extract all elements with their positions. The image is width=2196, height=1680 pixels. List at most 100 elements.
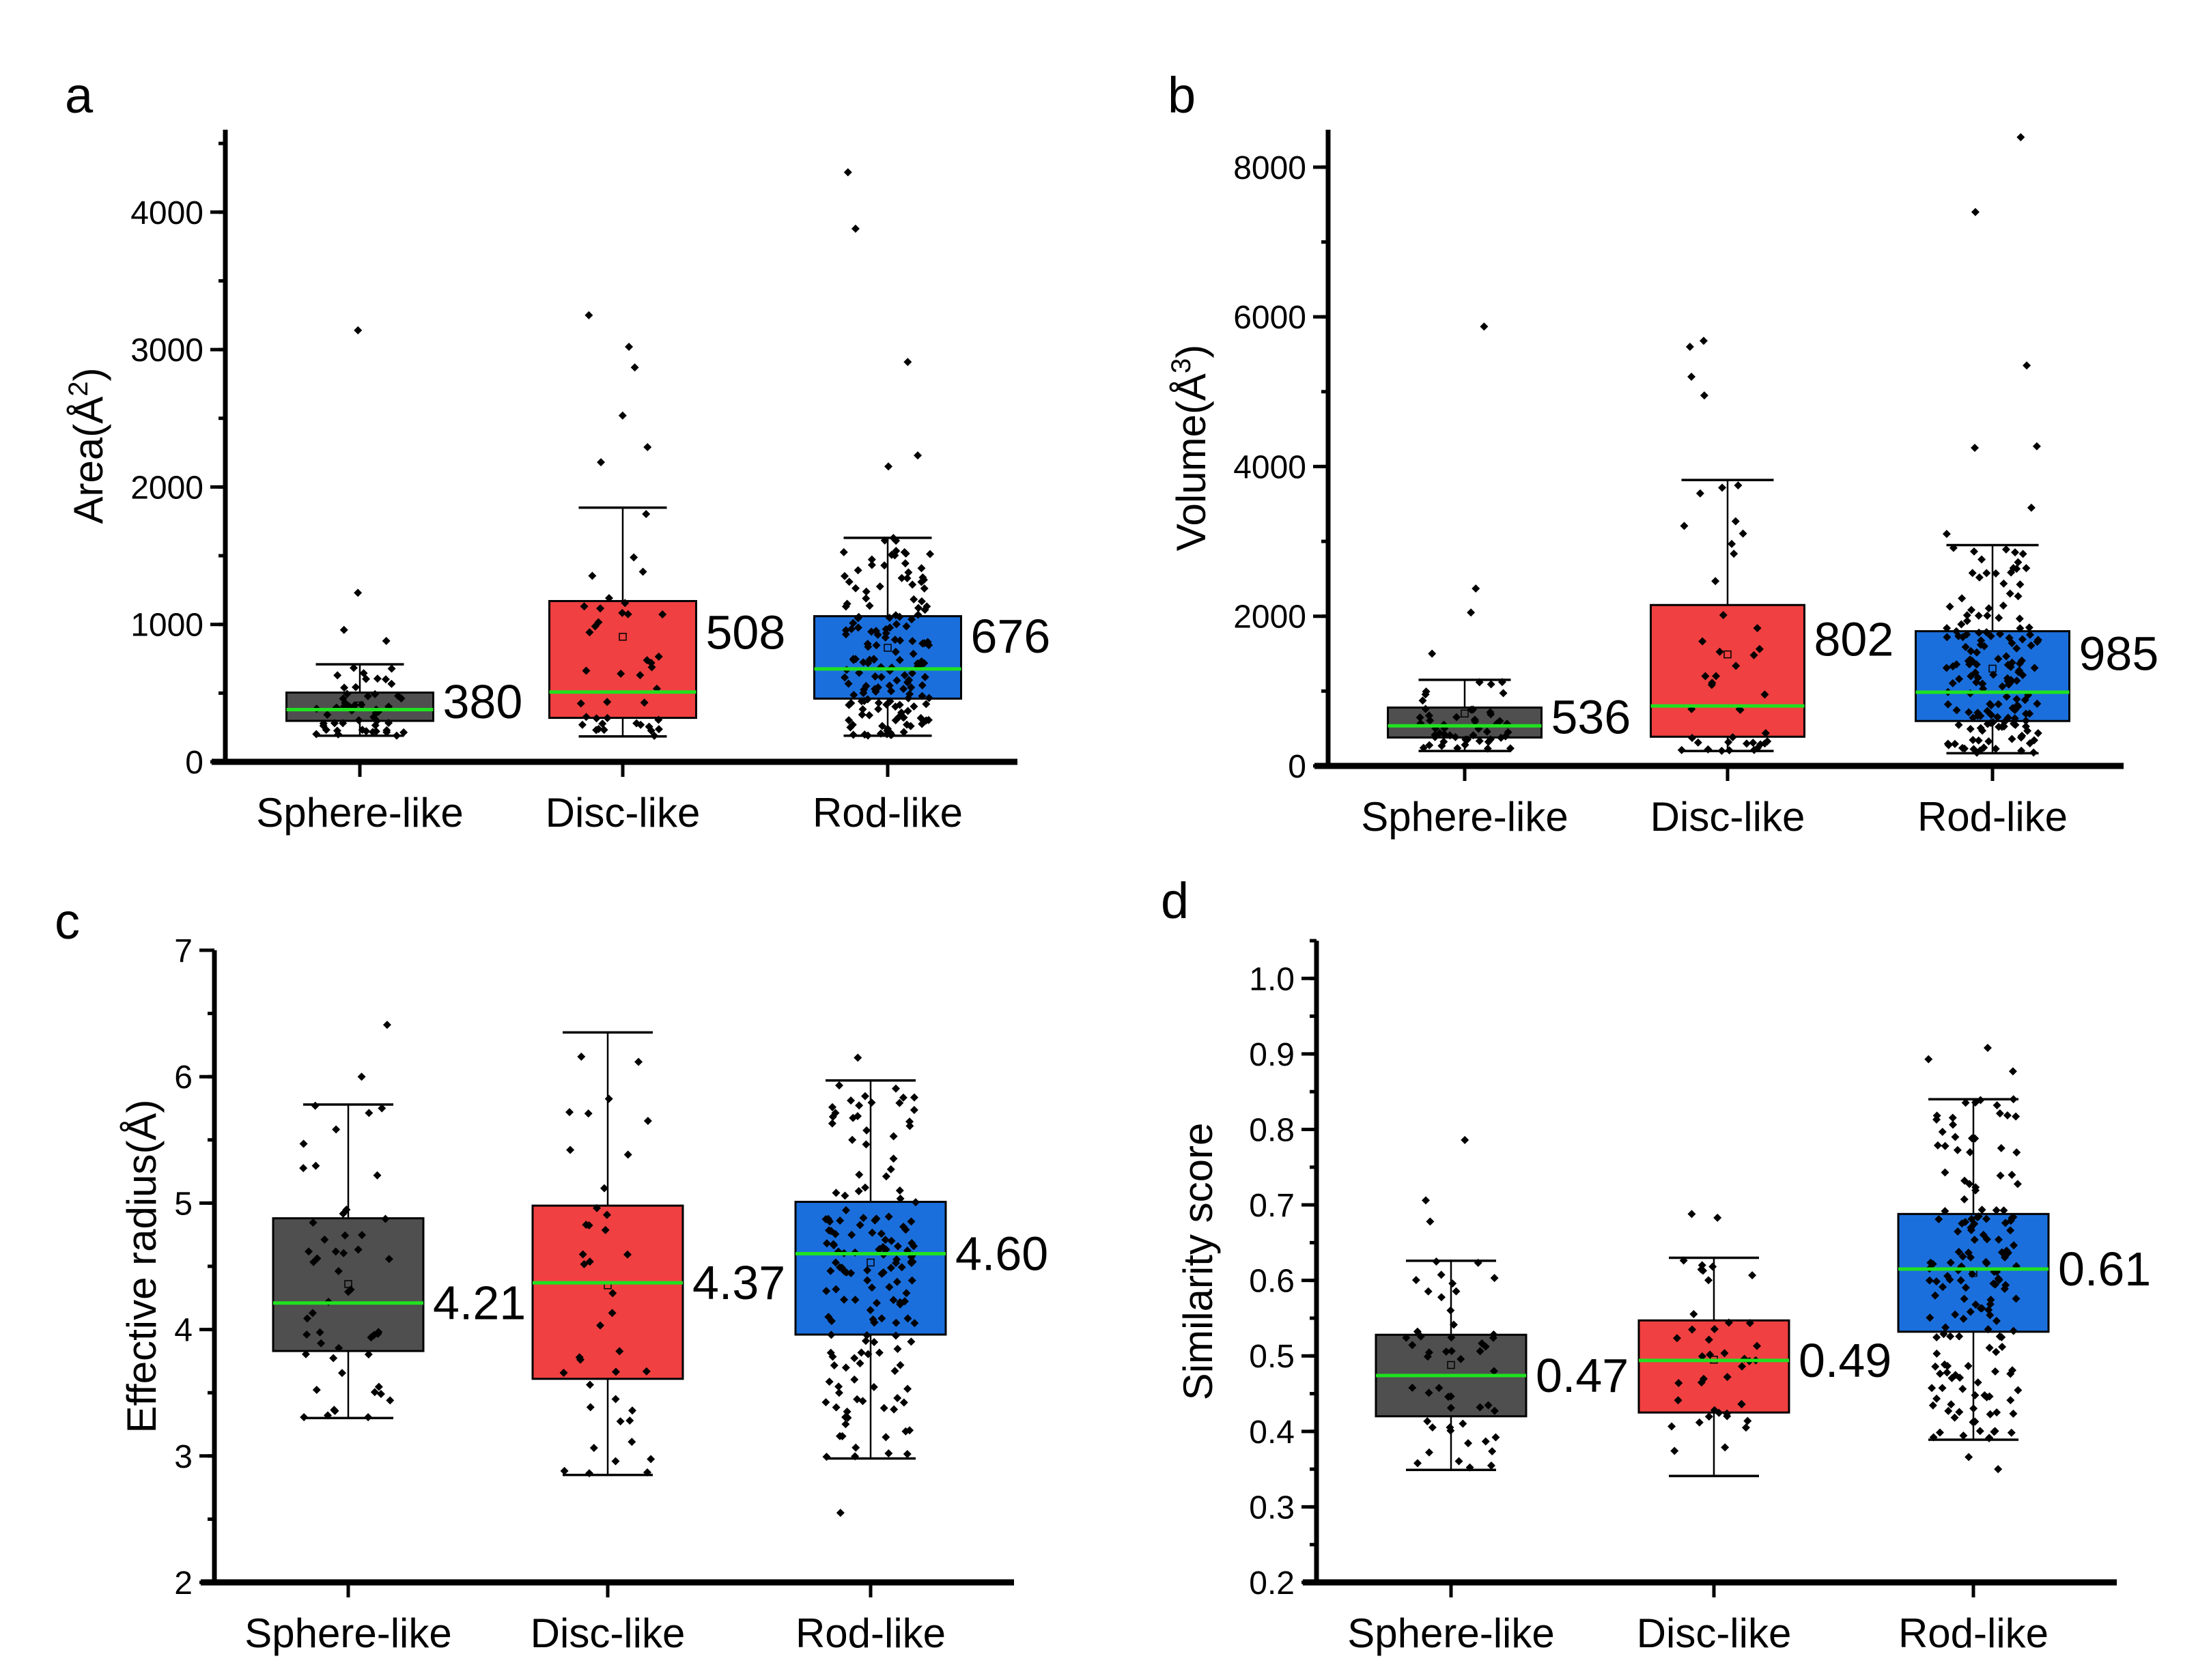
median-value-label: 802 bbox=[1814, 613, 1894, 666]
x-category-label: Disc-like bbox=[1650, 794, 1805, 840]
data-point bbox=[1990, 1367, 1999, 1376]
data-point bbox=[1452, 713, 1461, 722]
data-point bbox=[349, 664, 358, 672]
data-point bbox=[382, 1021, 391, 1029]
data-point bbox=[365, 1109, 374, 1117]
data-point bbox=[302, 1330, 311, 1339]
data-point bbox=[856, 1359, 864, 1368]
data-point bbox=[354, 326, 363, 334]
data-point bbox=[905, 689, 914, 698]
data-point bbox=[920, 672, 929, 681]
data-point bbox=[1724, 738, 1733, 747]
data-point bbox=[886, 1264, 895, 1272]
data-point bbox=[300, 1412, 309, 1421]
data-point bbox=[1959, 1432, 1968, 1440]
data-point bbox=[1995, 614, 2003, 623]
data-point bbox=[1985, 1434, 1994, 1442]
data-point bbox=[604, 1094, 613, 1103]
data-point bbox=[872, 1298, 881, 1307]
data-point bbox=[1731, 517, 1740, 526]
data-point bbox=[1926, 1313, 1934, 1322]
data-point bbox=[909, 649, 918, 658]
data-point bbox=[893, 1393, 902, 1402]
data-point bbox=[308, 1309, 317, 1318]
data-point bbox=[1749, 651, 1758, 659]
y-tick-label: 0.7 bbox=[1249, 1188, 1295, 1224]
data-point bbox=[312, 730, 321, 739]
data-point bbox=[585, 1380, 594, 1389]
data-point bbox=[2025, 630, 2034, 639]
data-point bbox=[1960, 1294, 1969, 1303]
data-point bbox=[647, 1455, 656, 1464]
data-point bbox=[2015, 614, 2024, 623]
data-point bbox=[889, 1296, 898, 1305]
data-point bbox=[2000, 1284, 2009, 1293]
y-tick-label: 0 bbox=[1288, 749, 1306, 785]
data-point bbox=[920, 584, 929, 593]
data-point bbox=[1980, 743, 1988, 752]
x-category-label: Rod-like bbox=[1917, 794, 2068, 840]
data-point bbox=[1738, 1362, 1747, 1371]
data-point bbox=[371, 689, 380, 698]
data-point bbox=[1753, 1341, 1762, 1350]
y-axis-title: Volume(Å3) bbox=[1166, 345, 1214, 551]
data-point bbox=[923, 602, 931, 611]
data-point bbox=[596, 1321, 605, 1330]
data-point bbox=[592, 714, 601, 723]
data-point bbox=[868, 1228, 877, 1237]
data-point bbox=[1475, 737, 1484, 745]
data-point bbox=[1961, 1283, 1970, 1292]
data-point bbox=[630, 553, 638, 562]
data-point bbox=[343, 689, 352, 698]
data-point bbox=[1932, 1111, 1941, 1120]
data-point bbox=[841, 1206, 850, 1214]
data-point bbox=[882, 629, 890, 638]
data-point bbox=[892, 1084, 901, 1093]
data-point bbox=[882, 1433, 890, 1442]
data-point bbox=[2018, 635, 2027, 644]
data-point bbox=[821, 1398, 830, 1407]
data-point bbox=[1670, 1447, 1679, 1455]
data-point bbox=[877, 1269, 886, 1278]
data-point bbox=[1688, 1325, 1697, 1334]
data-point bbox=[905, 1122, 914, 1130]
data-point bbox=[1996, 629, 2005, 638]
data-point bbox=[301, 1350, 310, 1358]
data-point bbox=[1939, 1283, 1947, 1292]
data-point bbox=[2025, 623, 2033, 632]
data-point bbox=[1941, 1207, 1949, 1216]
data-point bbox=[597, 458, 606, 467]
data-point bbox=[1972, 678, 1981, 687]
data-point bbox=[640, 698, 649, 707]
data-point bbox=[317, 1339, 326, 1348]
y-tick-label: 1000 bbox=[130, 608, 203, 644]
data-point bbox=[1928, 1401, 1937, 1410]
data-point bbox=[2014, 592, 2023, 601]
data-point bbox=[840, 571, 849, 580]
data-point bbox=[1928, 1259, 1937, 1268]
data-point bbox=[386, 1396, 395, 1405]
data-point bbox=[1424, 1389, 1433, 1397]
data-point bbox=[603, 698, 612, 707]
data-point bbox=[1995, 1235, 2003, 1244]
data-point bbox=[1464, 1439, 1473, 1448]
data-point bbox=[1954, 1247, 1963, 1256]
data-point bbox=[1969, 735, 1977, 744]
median-value-label: 536 bbox=[1551, 691, 1631, 744]
data-point bbox=[856, 1221, 864, 1229]
data-point bbox=[925, 694, 933, 702]
data-point bbox=[1924, 1055, 1933, 1064]
data-point bbox=[914, 603, 923, 612]
data-point bbox=[387, 679, 396, 688]
data-point bbox=[874, 704, 883, 713]
data-point bbox=[334, 730, 343, 739]
data-point bbox=[1437, 1293, 1446, 1302]
panel-letter: b bbox=[1168, 67, 1196, 124]
data-point bbox=[853, 1111, 862, 1120]
data-point bbox=[630, 363, 639, 372]
data-point bbox=[1989, 670, 1998, 679]
data-point bbox=[907, 1217, 916, 1226]
data-point bbox=[1973, 748, 1982, 757]
box-group-rod-like: Rod-like 0.61 bbox=[1897, 1044, 2151, 1656]
data-point bbox=[1967, 1225, 1975, 1234]
